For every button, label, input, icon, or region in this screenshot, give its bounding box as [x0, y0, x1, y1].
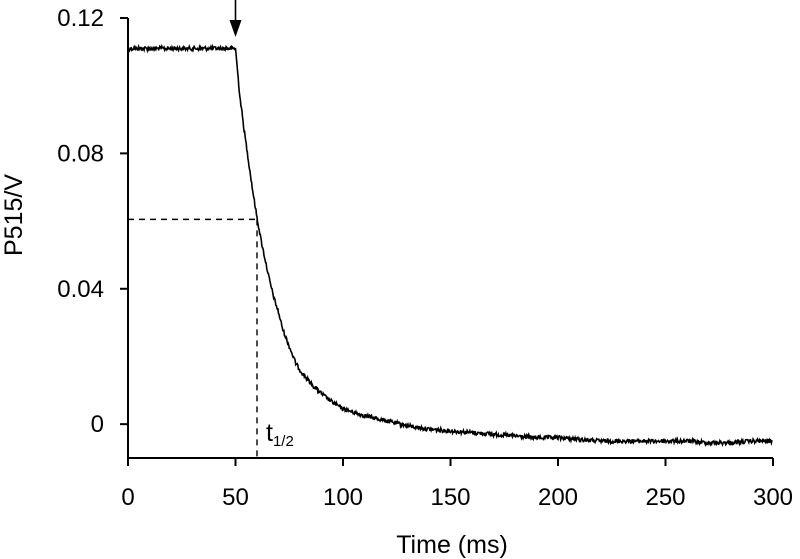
x-tick-label: 100 [323, 484, 363, 511]
x-tick-label: 150 [430, 484, 470, 511]
half-time-label-subscript: 1/2 [273, 433, 294, 450]
y-tick-label: 0.12 [57, 5, 104, 32]
y-tick-label: 0 [91, 411, 104, 438]
x-tick-label: 0 [121, 484, 134, 511]
half-time-guides [128, 218, 258, 458]
x-tick-label: 50 [222, 484, 249, 511]
axes [127, 18, 773, 459]
x-tick-label: 300 [753, 484, 793, 511]
arrow-head-icon [229, 20, 242, 37]
y-axis-label: P515/V [0, 174, 28, 256]
y-tick-label: 0.04 [57, 276, 104, 303]
arrow-marker [229, 0, 242, 37]
ticks: 0 50 100 150 200 250 300 0 0.04 0.08 0.12 [57, 5, 793, 511]
series-line [127, 43, 773, 448]
x-tick-label: 200 [538, 484, 578, 511]
half-time-label-main: t [266, 419, 273, 447]
y-tick-label: 0.08 [57, 140, 104, 167]
x-tick-label: 250 [645, 484, 685, 511]
half-time-label: t1/2 [266, 419, 294, 450]
x-axis-label: Time (ms) [396, 531, 508, 559]
